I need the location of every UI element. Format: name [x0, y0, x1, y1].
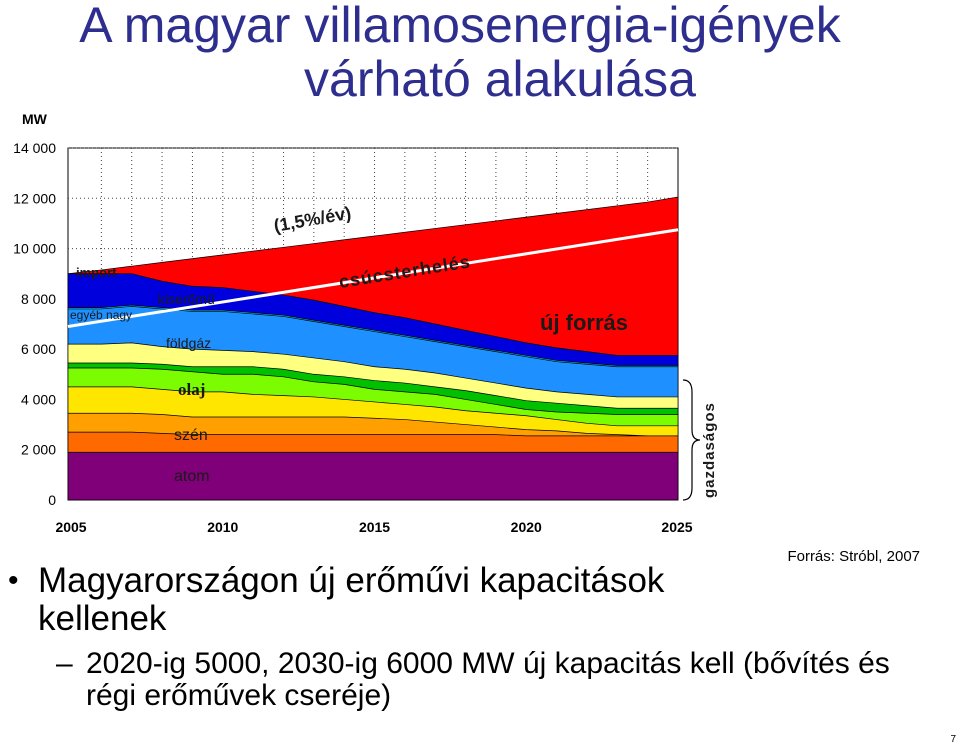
x-tick-label: 2005: [55, 519, 86, 535]
y-tick-label: 6 000: [21, 341, 56, 357]
peak-load-line: [67, 228, 679, 328]
y-axis-unit: MW: [22, 111, 48, 127]
brace-label: gazdaságos: [701, 402, 718, 498]
y-tick-label: 12 000: [13, 190, 56, 206]
main-bullet-text: Magyarországon új erőművi kapacitások ke…: [38, 561, 665, 638]
x-tick-label: 2015: [359, 519, 390, 535]
y-tick-label: 8 000: [21, 291, 56, 307]
label-atom: atom: [174, 468, 210, 485]
sub-bullet: – 2020-ig 5000, 2030-ig 6000 MW új kapac…: [56, 648, 916, 712]
label-uj-forras: új forrás: [540, 310, 628, 335]
title-line-2: várható alakulása: [304, 51, 696, 107]
x-tick-label: 2010: [207, 519, 238, 535]
sub-bullet-dash: –: [56, 647, 73, 680]
area-series-atom: [67, 451, 679, 501]
label-egyeb-nagy: egyéb nagy: [70, 308, 132, 322]
title-line-1: A magyar villamosenergia-igények: [79, 0, 841, 53]
area-layer: [67, 196, 679, 501]
page-number: 7: [950, 734, 956, 745]
source-note: Forrás: Stróbl, 2007: [787, 548, 920, 565]
y-tick-label: 0: [48, 492, 56, 508]
axis-layer: 0 2 000 4 000 6 000 8 000 10 000 12 000 14 000 M…: [13, 111, 693, 535]
label-szen: szén: [174, 427, 208, 444]
label-olaj: olaj: [178, 380, 205, 399]
x-tick-label: 2025: [661, 519, 692, 535]
sub-bullet-text: 2020-ig 5000, 2030-ig 6000 MW új kapacit…: [86, 647, 890, 712]
y-tick-label: 10 000: [13, 241, 56, 257]
demand-area-chart: 0 2 000 4 000 6 000 8 000 10 000 12 000 14 000 M…: [13, 111, 718, 535]
label-import: import: [76, 265, 117, 280]
brace-shape: [682, 379, 701, 501]
label-kisero: kiserőmű: [158, 291, 215, 307]
bullet-dot: •: [8, 564, 19, 597]
y-tick-label: 14 000: [13, 140, 56, 156]
trend-rate-label: (1,5%/év): [272, 203, 352, 236]
label-foldgaz: földgáz: [166, 335, 211, 351]
x-tick-label: 2020: [511, 519, 542, 535]
slide-title: A magyar villamosenergia-igények várható…: [0, 0, 960, 104]
y-tick-label: 2 000: [21, 442, 56, 458]
y-tick-label: 4 000: [21, 391, 56, 407]
main-bullet: • Magyarországon új erőművi kapacitások …: [8, 562, 768, 638]
